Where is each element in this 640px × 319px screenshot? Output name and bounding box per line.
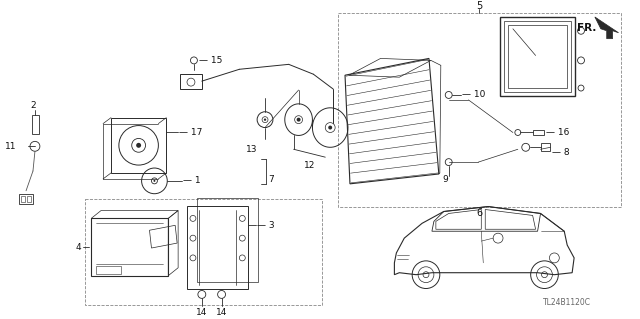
Polygon shape — [595, 17, 618, 39]
Bar — [27, 196, 31, 202]
Bar — [187, 205, 248, 290]
Bar — [96, 266, 121, 274]
Text: 11: 11 — [4, 142, 16, 151]
Bar — [32, 115, 39, 135]
Text: 13: 13 — [246, 145, 257, 154]
Text: 5: 5 — [476, 1, 483, 11]
Text: 9: 9 — [442, 175, 447, 184]
Bar — [111, 118, 166, 173]
Circle shape — [325, 122, 335, 132]
Text: — 8: — 8 — [552, 148, 570, 157]
Text: FR.: FR. — [577, 23, 596, 33]
Text: — 17: — 17 — [179, 128, 202, 137]
Bar — [541, 143, 550, 151]
Bar — [508, 25, 567, 88]
Circle shape — [296, 118, 301, 122]
Text: — 16: — 16 — [547, 128, 570, 137]
Text: — 1: — 1 — [183, 176, 201, 185]
Circle shape — [328, 126, 332, 130]
Bar — [85, 199, 323, 305]
Bar — [19, 194, 33, 204]
Bar — [92, 219, 168, 276]
Bar — [532, 130, 545, 136]
Text: 6: 6 — [476, 208, 483, 219]
Bar — [21, 196, 25, 202]
Bar — [180, 74, 202, 89]
Text: — 10: — 10 — [461, 91, 485, 100]
Text: TL24B1120C: TL24B1120C — [543, 298, 591, 307]
Text: 14: 14 — [216, 308, 227, 317]
Text: 14: 14 — [196, 308, 207, 317]
Circle shape — [154, 180, 156, 182]
Bar — [500, 17, 575, 96]
Text: — 3: — 3 — [257, 221, 275, 230]
Text: 7: 7 — [268, 175, 274, 184]
Bar — [504, 21, 571, 92]
Text: 12: 12 — [304, 160, 315, 170]
Circle shape — [294, 116, 303, 123]
Circle shape — [264, 118, 266, 121]
Circle shape — [136, 143, 141, 148]
Text: 2: 2 — [30, 101, 36, 110]
Text: 4: 4 — [76, 242, 81, 252]
Bar — [338, 13, 621, 206]
Text: — 15: — 15 — [199, 56, 222, 65]
